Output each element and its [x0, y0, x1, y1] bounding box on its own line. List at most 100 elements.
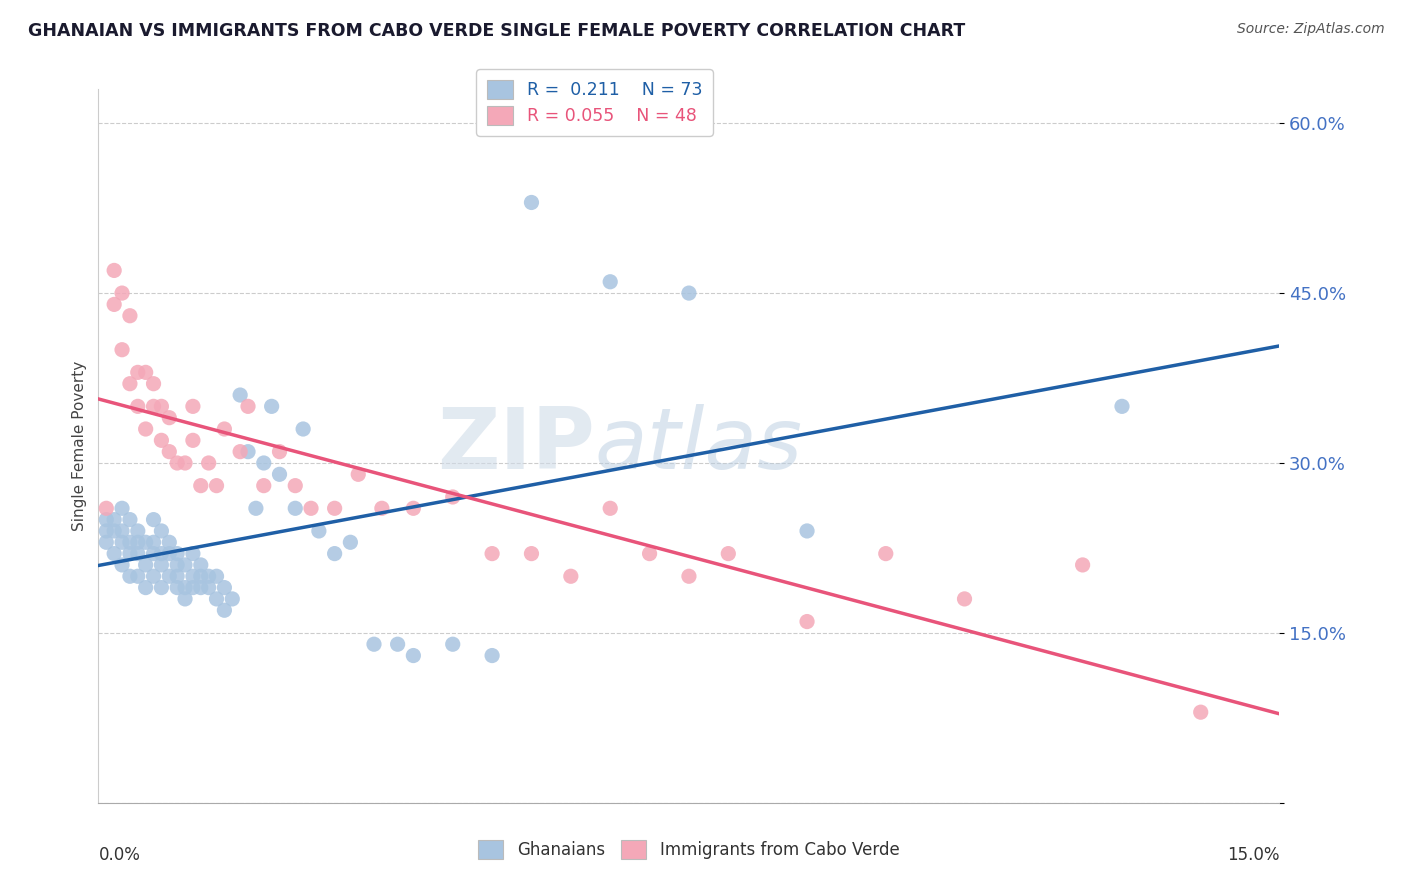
Point — [150, 547, 173, 561]
Point — [150, 581, 173, 595]
Point — [127, 400, 149, 414]
Point — [111, 343, 134, 357]
Point — [269, 444, 291, 458]
Point — [174, 581, 197, 595]
Text: Source: ZipAtlas.com: Source: ZipAtlas.com — [1237, 22, 1385, 37]
Point — [284, 478, 307, 492]
Point — [96, 501, 118, 516]
Point — [190, 581, 212, 595]
Point — [103, 297, 125, 311]
Point — [402, 501, 425, 516]
Text: 0.0%: 0.0% — [98, 846, 141, 863]
Point — [678, 569, 700, 583]
Point — [481, 648, 503, 663]
Text: atlas: atlas — [595, 404, 803, 488]
Point — [197, 581, 219, 595]
Point — [1189, 705, 1212, 719]
Point — [135, 422, 157, 436]
Point — [142, 535, 165, 549]
Point — [953, 591, 976, 606]
Point — [481, 547, 503, 561]
Point — [142, 547, 165, 561]
Point — [181, 547, 204, 561]
Point — [181, 434, 204, 448]
Point — [111, 558, 134, 572]
Point — [150, 558, 173, 572]
Point — [166, 581, 188, 595]
Point — [150, 400, 173, 414]
Point — [111, 286, 134, 301]
Point — [103, 547, 125, 561]
Point — [229, 444, 252, 458]
Point — [284, 501, 307, 516]
Point — [205, 569, 228, 583]
Point — [292, 422, 315, 436]
Legend: Ghanaians, Immigrants from Cabo Verde: Ghanaians, Immigrants from Cabo Verde — [471, 834, 907, 866]
Point — [135, 365, 157, 379]
Point — [111, 535, 134, 549]
Point — [96, 535, 118, 549]
Point — [323, 501, 346, 516]
Point — [181, 569, 204, 583]
Point — [111, 501, 134, 516]
Point — [214, 603, 236, 617]
Point — [190, 558, 212, 572]
Point — [135, 581, 157, 595]
Point — [118, 535, 141, 549]
Point — [371, 501, 394, 516]
Point — [127, 524, 149, 538]
Point — [678, 286, 700, 301]
Point — [387, 637, 409, 651]
Point — [253, 456, 276, 470]
Point — [150, 434, 173, 448]
Point — [221, 591, 243, 606]
Point — [214, 422, 236, 436]
Point — [339, 535, 361, 549]
Point — [260, 400, 283, 414]
Point — [599, 275, 621, 289]
Point — [127, 547, 149, 561]
Point — [157, 547, 180, 561]
Point — [142, 513, 165, 527]
Point — [166, 547, 188, 561]
Point — [118, 309, 141, 323]
Text: ZIP: ZIP — [437, 404, 595, 488]
Point — [441, 637, 464, 651]
Point — [127, 535, 149, 549]
Point — [157, 569, 180, 583]
Point — [520, 547, 543, 561]
Point — [157, 410, 180, 425]
Point — [236, 444, 259, 458]
Point — [269, 467, 291, 482]
Point — [142, 400, 165, 414]
Point — [205, 591, 228, 606]
Point — [190, 478, 212, 492]
Point — [520, 195, 543, 210]
Point — [214, 581, 236, 595]
Point — [875, 547, 897, 561]
Point — [197, 569, 219, 583]
Point — [308, 524, 330, 538]
Point — [103, 524, 125, 538]
Point — [135, 558, 157, 572]
Point — [118, 547, 141, 561]
Point — [96, 513, 118, 527]
Point — [1071, 558, 1094, 572]
Point — [103, 513, 125, 527]
Point — [229, 388, 252, 402]
Point — [236, 400, 259, 414]
Point — [1111, 400, 1133, 414]
Point — [174, 591, 197, 606]
Point — [181, 581, 204, 595]
Point — [253, 478, 276, 492]
Point — [599, 501, 621, 516]
Point — [166, 569, 188, 583]
Point — [363, 637, 385, 651]
Point — [111, 524, 134, 538]
Point — [181, 400, 204, 414]
Point — [127, 569, 149, 583]
Point — [441, 490, 464, 504]
Point — [197, 456, 219, 470]
Point — [150, 524, 173, 538]
Point — [796, 615, 818, 629]
